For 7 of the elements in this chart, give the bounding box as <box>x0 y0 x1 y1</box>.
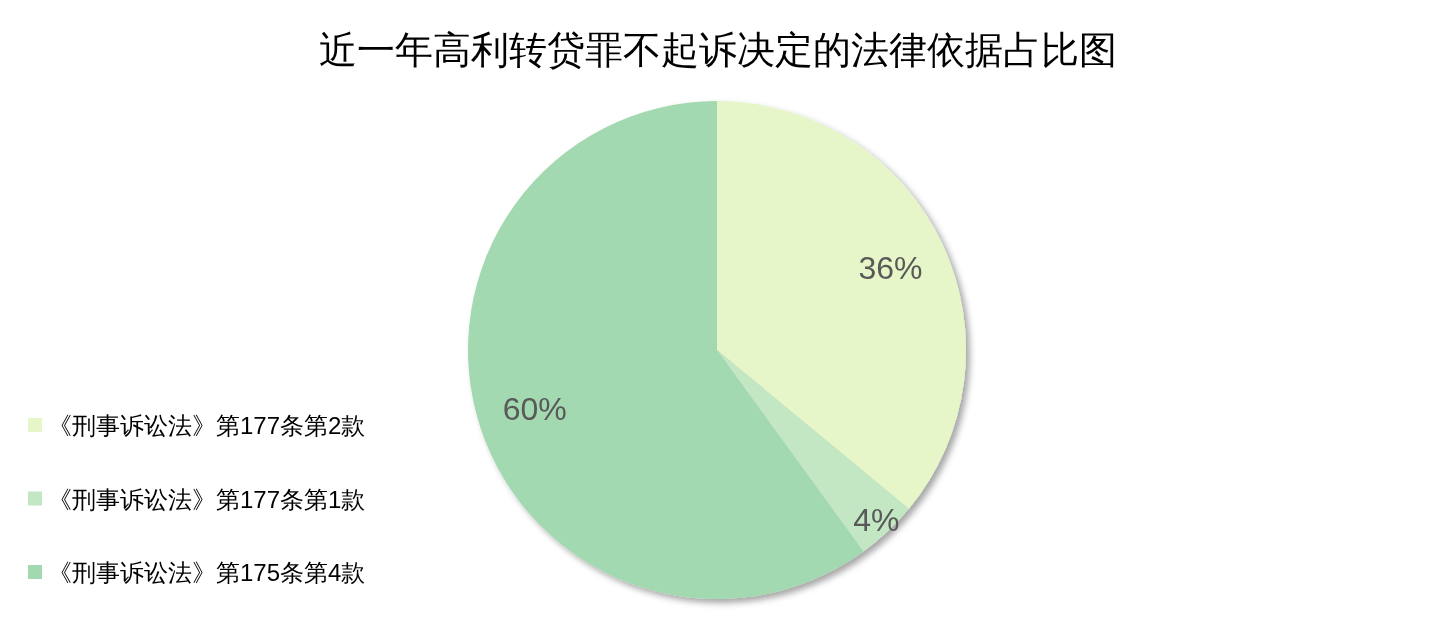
chart-title: 近一年高利转贷罪不起诉决定的法律依据占比图 <box>318 29 1117 71</box>
legend-label: 《刑事诉讼法》第175条第4款 <box>48 559 366 586</box>
legend-label: 《刑事诉讼法》第177条第1款 <box>48 485 366 513</box>
legend-label: 《刑事诉讼法》第177条第2款 <box>48 412 366 439</box>
data-label: 4% <box>853 501 900 538</box>
data-label: 36% <box>858 250 923 287</box>
data-label: 60% <box>502 391 567 428</box>
